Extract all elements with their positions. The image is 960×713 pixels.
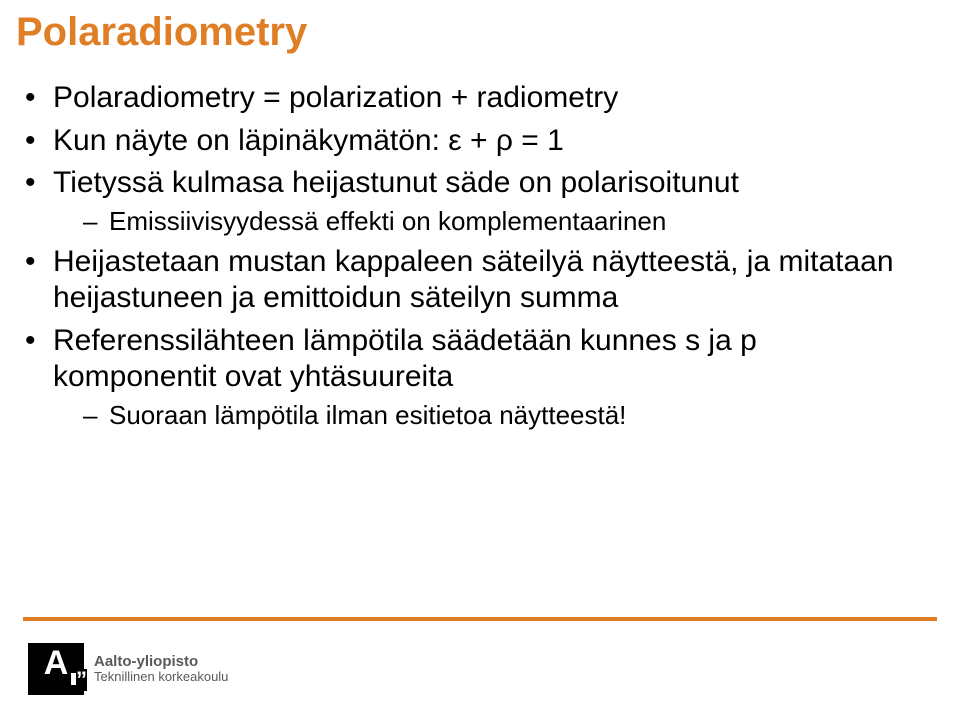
slide-body: Polaradiometry = polarization + radiomet… <box>25 80 920 438</box>
sub-bullet-text: Emissiivisyydessä effekti on komplementa… <box>109 206 666 236</box>
sub-bullet-item: Suoraan lämpötila ilman esitietoa näytte… <box>83 400 920 432</box>
footer-divider <box>23 617 937 621</box>
bullet-item: Heijastetaan mustan kappaleen säteilyä n… <box>25 244 920 317</box>
bullet-item: Kun näyte on läpinäkymätön: ε + ρ = 1 <box>25 123 920 160</box>
slide: Polaradiometry Polaradiometry = polariza… <box>0 0 960 713</box>
bullet-item: Polaradiometry = polarization + radiomet… <box>25 80 920 117</box>
sub-bullet-text: Suoraan lämpötila ilman esitietoa näytte… <box>109 400 626 430</box>
bullet-item: Tietyssä kulmasa heijastunut säde on pol… <box>25 165 920 237</box>
bullet-text: Polaradiometry = polarization + radiomet… <box>53 81 618 114</box>
logo-quote-icon: ” <box>76 669 87 691</box>
bullet-text: Kun näyte on läpinäkymätön: ε + ρ = 1 <box>53 124 564 157</box>
bullet-text: Tietyssä kulmasa heijastunut säde on pol… <box>53 166 739 199</box>
bullet-item: Referenssilähteen lämpötila säädetään ku… <box>25 323 920 432</box>
sub-bullet-list: Suoraan lämpötila ilman esitietoa näytte… <box>53 400 920 432</box>
bullet-text: Referenssilähteen lämpötila säädetään ku… <box>53 324 757 394</box>
logo-text: Aalto-yliopisto Teknillinen korkeakoulu <box>94 653 228 685</box>
logo-mark: A ” <box>28 643 84 695</box>
slide-title: Polaradiometry <box>16 10 307 55</box>
bullet-list: Polaradiometry = polarization + radiomet… <box>25 80 920 432</box>
logo-line2: Teknillinen korkeakoulu <box>94 670 228 685</box>
sub-bullet-item: Emissiivisyydessä effekti on komplementa… <box>83 206 920 238</box>
sub-bullet-list: Emissiivisyydessä effekti on komplementa… <box>53 206 920 238</box>
bullet-text: Heijastetaan mustan kappaleen säteilyä n… <box>53 245 894 315</box>
logo-line1: Aalto-yliopisto <box>94 653 228 670</box>
footer-logo: A ” Aalto-yliopisto Teknillinen korkeako… <box>28 643 228 695</box>
